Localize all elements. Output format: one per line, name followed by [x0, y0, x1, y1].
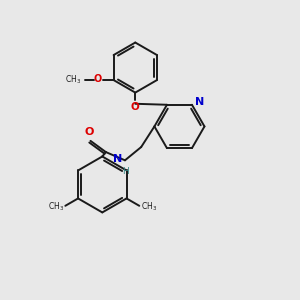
Text: CH$_3$: CH$_3$ [48, 200, 64, 213]
Text: CH$_3$: CH$_3$ [141, 200, 157, 213]
Text: O: O [84, 127, 94, 137]
Text: O: O [130, 102, 139, 112]
Text: N: N [195, 98, 204, 107]
Text: O: O [93, 74, 101, 84]
Text: N: N [113, 154, 123, 164]
Text: CH$_3$: CH$_3$ [65, 74, 81, 86]
Text: H: H [122, 167, 129, 176]
